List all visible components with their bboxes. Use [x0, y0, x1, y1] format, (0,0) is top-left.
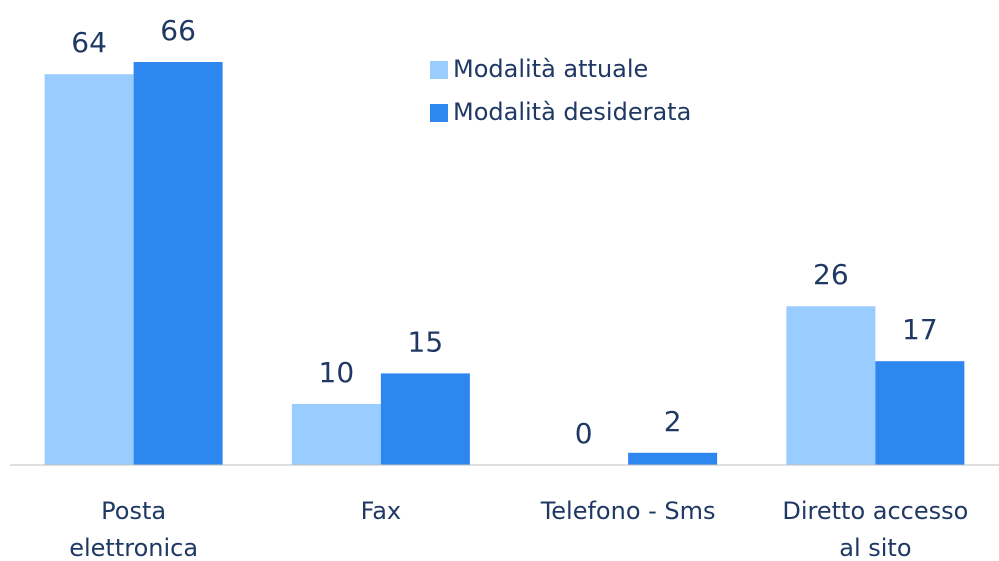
- legend-swatch: [430, 61, 448, 79]
- x-tick-label: Diretto accesso: [782, 497, 968, 525]
- value-label: 0: [575, 417, 593, 450]
- value-label: 17: [902, 313, 938, 346]
- bar: [291, 403, 381, 465]
- bar: [786, 306, 876, 465]
- bar: [628, 452, 718, 465]
- value-label: 10: [319, 356, 355, 389]
- value-label: 15: [408, 325, 444, 358]
- legend-label: Modalità attuale: [453, 55, 648, 83]
- value-label: 66: [160, 14, 196, 47]
- value-label: 2: [664, 405, 682, 438]
- x-tick-label: Fax: [361, 497, 402, 525]
- x-tick-label: elettronica: [69, 534, 198, 561]
- bar: [380, 373, 470, 465]
- x-tick-label: al sito: [839, 534, 911, 561]
- bar: [133, 62, 223, 465]
- bar: [875, 361, 965, 465]
- legend-label: Modalità desiderata: [453, 98, 691, 126]
- legend-swatch: [430, 104, 448, 122]
- value-label: 26: [813, 258, 849, 291]
- bar: [44, 74, 134, 465]
- x-tick-label: Telefono - Sms: [540, 497, 716, 525]
- x-tick-label: Posta: [101, 497, 166, 525]
- value-label: 64: [71, 26, 107, 59]
